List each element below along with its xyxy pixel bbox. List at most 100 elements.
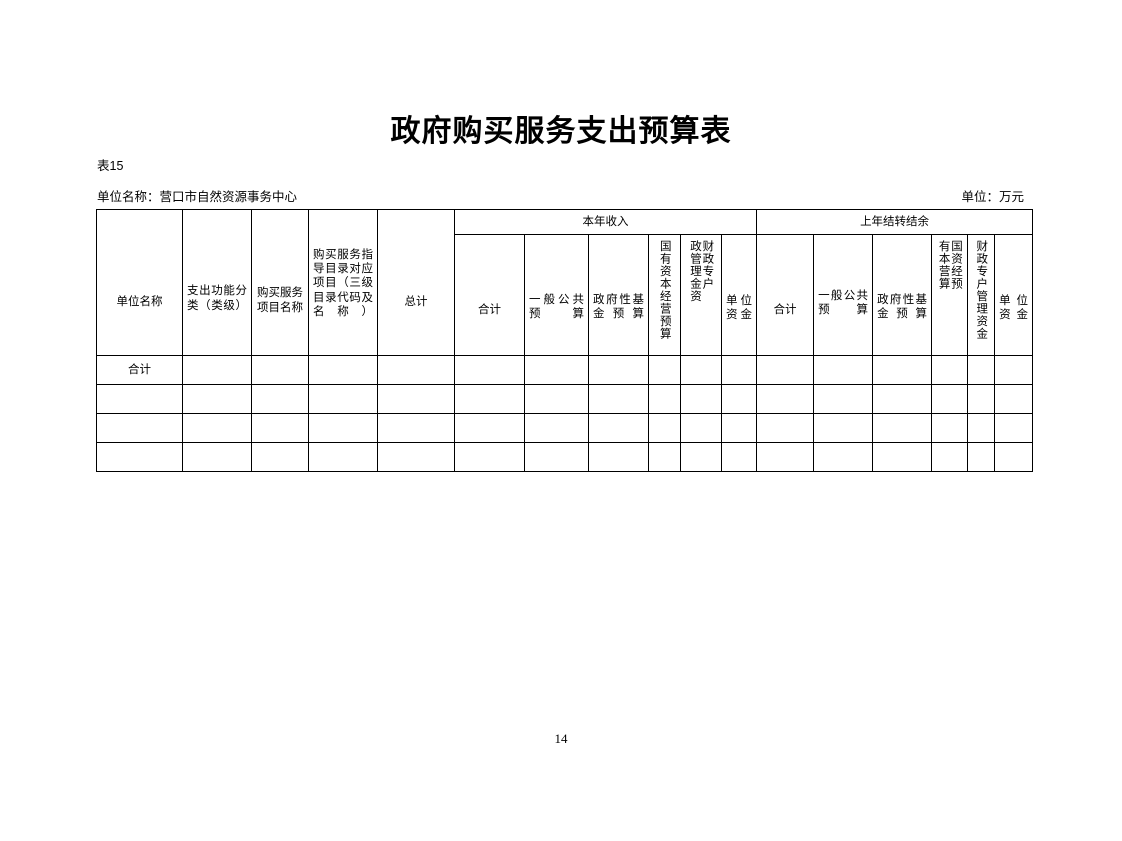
cell-carry-state-capital-budget[interactable] xyxy=(931,413,969,443)
cell-guidance-catalog-item[interactable] xyxy=(308,384,378,414)
cell-carry-gov-fund-budget[interactable] xyxy=(872,413,933,443)
cell-carry-gov-fund-budget[interactable] xyxy=(872,384,933,414)
col-header-income-state-capital-budget: 国有资本经营预算 xyxy=(648,234,681,356)
cell-income-fiscal-special-account[interactable] xyxy=(680,442,722,472)
cell-unit-name[interactable]: 合计 xyxy=(96,355,183,385)
cell-income-fiscal-special-account[interactable] xyxy=(680,413,722,443)
col-header-income-state-capital-budget-text: 国有资本经营预算 xyxy=(658,240,671,340)
cell-purchase-service-project-name[interactable] xyxy=(251,413,309,443)
cell-carry-unit-funds[interactable] xyxy=(994,384,1034,414)
cell-expenditure-function-class[interactable] xyxy=(182,384,252,414)
col-header-purchase-service-project-name: 购买服务项目名称 xyxy=(251,209,309,356)
cell-income-total[interactable] xyxy=(454,413,525,443)
cell-grand-total[interactable] xyxy=(377,442,455,472)
cell-carry-gov-fund-budget[interactable] xyxy=(872,442,933,472)
cell-guidance-catalog-item[interactable] xyxy=(308,413,378,443)
table-header: 单位名称 支出功能分类（类级） 购买服务项目名称 购买服务指导目录对应项目（三级… xyxy=(96,209,1034,356)
cell-income-gov-fund-budget[interactable] xyxy=(588,442,649,472)
col-header-income-unit-funds: 单位资金 xyxy=(720,234,758,356)
cell-expenditure-function-class[interactable] xyxy=(182,355,252,385)
cell-carry-general-public-budget[interactable] xyxy=(813,413,874,443)
cell-grand-total[interactable] xyxy=(377,413,455,443)
cell-purchase-service-project-name[interactable] xyxy=(251,442,309,472)
cell-income-total[interactable] xyxy=(454,355,525,385)
cell-income-unit-funds[interactable] xyxy=(720,355,758,385)
cell-grand-total[interactable] xyxy=(377,384,455,414)
cell-guidance-catalog-item[interactable] xyxy=(308,442,378,472)
cell-carry-fiscal-special-account[interactable] xyxy=(967,384,996,414)
cell-income-state-capital-budget[interactable] xyxy=(648,355,681,385)
cell-income-total[interactable] xyxy=(454,384,525,414)
col-header-carry-state-capital-budget: 国资经预 有本营算 xyxy=(931,234,969,356)
cell-carry-state-capital-budget[interactable] xyxy=(931,355,969,385)
cell-income-state-capital-budget[interactable] xyxy=(648,413,681,443)
cell-income-gov-fund-budget[interactable] xyxy=(588,355,649,385)
cell-income-general-public-budget[interactable] xyxy=(524,442,589,472)
cell-carry-total[interactable] xyxy=(756,355,815,385)
cell-carry-unit-funds[interactable] xyxy=(994,355,1034,385)
cell-income-fiscal-special-account[interactable] xyxy=(680,355,722,385)
cell-income-unit-funds[interactable] xyxy=(720,442,758,472)
cell-income-general-public-budget[interactable] xyxy=(524,355,589,385)
cell-income-gov-fund-budget[interactable] xyxy=(588,413,649,443)
cell-carry-general-public-budget[interactable] xyxy=(813,442,874,472)
table-body: 合计 xyxy=(96,355,1034,472)
cell-income-state-capital-budget[interactable] xyxy=(648,384,681,414)
cell-income-general-public-budget[interactable] xyxy=(524,384,589,414)
cell-carry-fiscal-special-account[interactable] xyxy=(967,355,996,385)
cell-income-state-capital-budget[interactable] xyxy=(648,442,681,472)
col-header-expenditure-function-class: 支出功能分类（类级） xyxy=(182,209,252,356)
col-header-guidance-catalog-item: 购买服务指导目录对应项目（三级目录代码及名称） xyxy=(308,209,378,356)
cell-income-total[interactable] xyxy=(454,442,525,472)
budget-table: 单位名称 支出功能分类（类级） 购买服务项目名称 购买服务指导目录对应项目（三级… xyxy=(96,209,1034,472)
cell-unit-name[interactable] xyxy=(96,442,183,472)
group-header-current-year-income: 本年收入 xyxy=(453,209,758,235)
cell-unit-name[interactable] xyxy=(96,413,183,443)
cell-carry-state-capital-budget[interactable] xyxy=(931,384,969,414)
cell-purchase-service-project-name[interactable] xyxy=(251,384,309,414)
cell-expenditure-function-class[interactable] xyxy=(182,413,252,443)
col-header-income-fiscal-special-account-line-2: 政管理金资 xyxy=(689,240,701,303)
col-header-income-gov-fund-budget-text: 政府性基金预算 xyxy=(593,293,644,320)
cell-carry-fiscal-special-account[interactable] xyxy=(967,442,996,472)
col-header-carry-gov-fund-budget: 政府性基金预算 xyxy=(872,234,933,356)
cell-income-fiscal-special-account[interactable] xyxy=(680,384,722,414)
col-header-guidance-catalog-item-text: 购买服务指导目录对应项目（三级目录代码及名称） xyxy=(313,249,373,318)
page-number: 14 xyxy=(554,731,568,746)
cell-carry-general-public-budget[interactable] xyxy=(813,384,874,414)
cell-income-general-public-budget[interactable] xyxy=(524,413,589,443)
col-header-income-total: 合计 xyxy=(454,234,525,356)
col-header-carry-state-capital-budget-line-2: 有本营算 xyxy=(937,240,950,290)
col-header-carry-unit-funds: 单位资金 xyxy=(994,234,1034,356)
cell-income-gov-fund-budget[interactable] xyxy=(588,384,649,414)
cell-guidance-catalog-item[interactable] xyxy=(308,355,378,385)
cell-carry-unit-funds[interactable] xyxy=(994,413,1034,443)
cell-expenditure-function-class[interactable] xyxy=(182,442,252,472)
col-header-carry-general-public-budget-text: 一般公共预算 xyxy=(818,289,869,316)
col-header-carry-general-public-budget: 一般公共预算 xyxy=(813,234,874,356)
cell-carry-general-public-budget[interactable] xyxy=(813,355,874,385)
table-row xyxy=(96,413,1034,443)
table-number-label: 表15 xyxy=(97,159,124,173)
col-header-income-gov-fund-budget: 政府性基金预算 xyxy=(588,234,649,356)
cell-carry-total[interactable] xyxy=(756,442,815,472)
page-title: 政府购买服务支出预算表 xyxy=(390,115,732,148)
cell-income-unit-funds[interactable] xyxy=(720,413,758,443)
col-header-income-unit-funds-text: 单位资金 xyxy=(726,294,753,321)
cell-carry-fiscal-special-account[interactable] xyxy=(967,413,996,443)
cell-carry-total[interactable] xyxy=(756,413,815,443)
col-header-income-fiscal-special-account-line-1: 财政专户 xyxy=(701,240,714,290)
cell-carry-unit-funds[interactable] xyxy=(994,442,1034,472)
cell-grand-total[interactable] xyxy=(377,355,455,385)
cell-carry-total[interactable] xyxy=(756,384,815,414)
col-header-unit-name-text: 单位名称 xyxy=(116,296,163,309)
cell-unit-name[interactable] xyxy=(96,384,183,414)
col-header-carry-unit-funds-text: 单位资金 xyxy=(999,294,1029,321)
group-header-prior-year-carryover: 上年结转结余 xyxy=(756,209,1034,235)
cell-carry-gov-fund-budget[interactable] xyxy=(872,355,933,385)
cell-carry-state-capital-budget[interactable] xyxy=(931,442,969,472)
cell-income-unit-funds[interactable] xyxy=(720,384,758,414)
cell-purchase-service-project-name[interactable] xyxy=(251,355,309,385)
col-header-expenditure-function-class-text: 支出功能分类（类级） xyxy=(187,285,247,312)
